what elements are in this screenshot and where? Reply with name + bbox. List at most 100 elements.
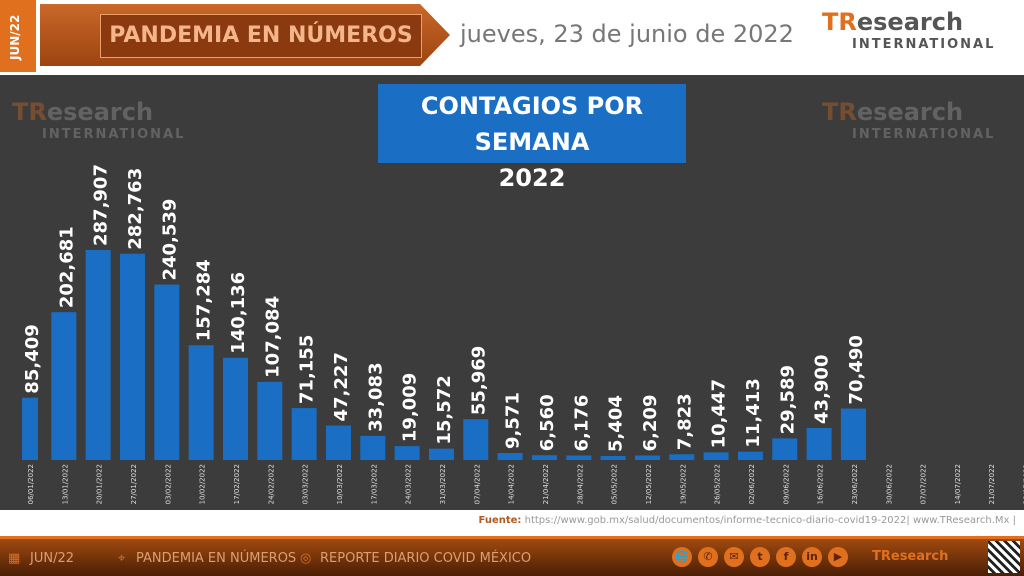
x-tick-label: 14/07/2022	[954, 464, 962, 504]
watermark-logo-left: TResearch INTERNATIONAL	[12, 100, 185, 141]
youtube-icon[interactable]: ▶	[828, 547, 848, 567]
calendar-icon: ▦	[8, 551, 21, 566]
data-label: 202,681	[56, 226, 77, 308]
footer-section: PANDEMIA EN NÚMEROS	[136, 551, 297, 566]
x-tick-label: 05/05/2022	[611, 464, 619, 504]
linkedin-icon[interactable]: in	[802, 547, 822, 567]
data-label: 282,763	[125, 168, 146, 250]
data-label: 29,589	[777, 365, 798, 434]
chart-subtitle: 2022	[498, 164, 566, 192]
bar	[806, 427, 832, 460]
banner-title: PANDEMIA EN NÚMEROS	[100, 14, 422, 58]
bar	[737, 451, 763, 460]
banner: PANDEMIA EN NÚMEROS	[40, 4, 450, 66]
wm-rest: esearch	[46, 98, 154, 126]
x-tick-label: 07/07/2022	[920, 464, 928, 504]
data-label: 71,155	[297, 335, 318, 404]
bar	[772, 438, 798, 460]
data-label: 15,572	[434, 375, 455, 444]
x-tick-label: 27/01/2022	[130, 464, 138, 504]
bar	[51, 312, 77, 460]
data-label: 9,571	[503, 392, 524, 449]
x-tick-label: 28/04/2022	[576, 464, 584, 504]
x-tick-label: 16/06/2022	[817, 464, 825, 504]
x-tick-label: 19/05/2022	[679, 464, 687, 504]
bar	[497, 453, 523, 460]
watermark-logo-right: TResearch INTERNATIONAL	[822, 100, 995, 141]
bar	[531, 455, 557, 460]
bar	[428, 448, 454, 460]
x-tick-label: 24/03/2022	[405, 464, 413, 504]
source-url[interactable]: https://www.gob.mx/salud/documentos/info…	[524, 515, 1016, 526]
x-tick-label: 03/02/2022	[164, 464, 172, 504]
data-label: 33,083	[365, 362, 386, 431]
wm-intl: INTERNATIONAL	[42, 127, 186, 142]
source-note: Fuente: https://www.gob.mx/salud/documen…	[479, 515, 1016, 526]
bar	[188, 345, 214, 460]
data-label: 140,136	[228, 272, 249, 354]
bar	[85, 250, 111, 460]
data-label: 107,084	[262, 296, 283, 378]
bar	[669, 454, 695, 460]
qr-code[interactable]	[988, 541, 1020, 573]
twitter-icon[interactable]: t	[750, 547, 770, 567]
bar	[360, 435, 386, 460]
report-date: jueves, 23 de junio de 2022	[460, 20, 794, 48]
mail-icon[interactable]: ✉	[724, 547, 744, 567]
data-label: 157,284	[194, 259, 215, 341]
data-label: 6,176	[571, 395, 592, 452]
bar	[325, 425, 351, 460]
wm-rest: esearch	[856, 98, 964, 126]
data-label: 19,009	[400, 373, 421, 442]
data-label: 47,227	[331, 352, 352, 421]
data-label: 43,900	[812, 355, 833, 424]
month-label: JUN/22	[8, 14, 22, 60]
logo-intl: INTERNATIONAL	[852, 37, 996, 52]
logo-rest: esearch	[856, 8, 964, 36]
wm-intl: INTERNATIONAL	[852, 127, 996, 142]
data-label: 11,413	[743, 378, 764, 447]
x-tick-label: 02/06/2022	[748, 464, 756, 504]
bar	[634, 455, 660, 460]
bar	[463, 419, 489, 460]
wm-tr: TR	[12, 98, 47, 126]
data-label: 10,447	[709, 379, 730, 448]
data-label: 55,969	[468, 346, 489, 415]
bar	[703, 452, 729, 460]
x-tick-label: 31/03/2022	[439, 464, 447, 504]
bar	[222, 357, 248, 460]
bar	[394, 446, 420, 460]
x-tick-label: 14/04/2022	[508, 464, 516, 504]
x-tick-label: 10/03/2022	[336, 464, 344, 504]
x-tick-label: 07/04/2022	[473, 464, 481, 504]
bar	[291, 408, 317, 460]
x-tick-label: 30/06/2022	[885, 464, 893, 504]
data-label: 6,209	[640, 395, 661, 452]
bar	[840, 408, 866, 460]
bar	[257, 381, 283, 460]
x-tick-label: 13/01/2022	[61, 464, 69, 504]
bar	[154, 284, 180, 460]
x-tick-label: 17/03/2022	[370, 464, 378, 504]
facebook-icon[interactable]: f	[776, 547, 796, 567]
chart-title: CONTAGIOS POR SEMANA	[420, 92, 644, 156]
bar	[566, 455, 592, 460]
x-tick-label: 06/01/2022	[27, 464, 35, 504]
footer-date: JUN/22	[30, 551, 74, 566]
logo: TResearch INTERNATIONAL	[822, 10, 995, 51]
map-icon: ⌖	[118, 551, 126, 566]
x-tick-label: 23/06/2022	[851, 464, 859, 504]
x-tick-label: 03/03/2022	[302, 464, 310, 504]
data-label: 85,409	[22, 324, 43, 393]
whatsapp-icon[interactable]: ✆	[698, 547, 718, 567]
x-tick-label: 28/07/2022	[1023, 464, 1024, 504]
data-label: 240,539	[159, 199, 180, 281]
x-tick-label: 12/05/2022	[645, 464, 653, 504]
x-tick-label: 21/04/2022	[542, 464, 550, 504]
data-label: 6,560	[537, 394, 558, 451]
globe-icon[interactable]: 🌐	[672, 547, 692, 567]
chart-title-box: CONTAGIOS POR SEMANA 2022	[378, 84, 686, 192]
chart-bubble-icon: ◎	[300, 551, 312, 566]
x-tick-label: 24/02/2022	[267, 464, 275, 504]
x-tick-label: 21/07/2022	[988, 464, 996, 504]
